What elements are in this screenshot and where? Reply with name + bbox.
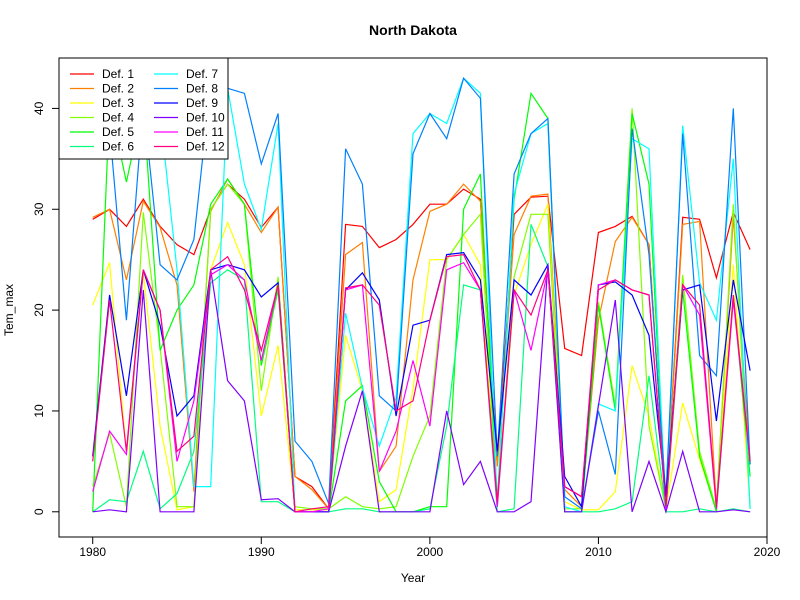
y-tick-label: 10 [32,404,46,418]
legend-label: Def. 3 [102,96,134,110]
legend-label: Def. 11 [186,125,224,139]
legend-label: Def. 4 [102,111,134,125]
x-tick-label: 1990 [248,545,275,559]
x-axis: 1980 1990 2000 2010 2020 [79,536,781,559]
y-axis: 0 10 20 30 40 [32,101,60,515]
x-tick-label: 1980 [79,545,106,559]
legend-label: Def. 9 [186,96,218,110]
y-tick-label: 30 [32,202,46,216]
series-line-def-8 [92,76,751,510]
y-tick-label: 0 [32,508,46,515]
legend-label: Def. 5 [102,125,134,139]
legend-label: Def. 8 [186,82,218,96]
series-line-def-7 [92,77,751,513]
x-tick-label: 2010 [585,545,612,559]
legend-box [58,57,229,160]
legend-label: Def. 12 [186,140,225,154]
legend-label: Def. 6 [102,140,134,154]
x-tick-label: 2000 [417,545,444,559]
series-line-def-10 [92,264,751,514]
x-axis-label: Year [401,571,425,585]
legend-label: Def. 2 [102,82,134,96]
y-tick-label: 40 [32,101,46,115]
legend-label: Def. 7 [186,67,218,81]
series-line-def-6 [92,224,751,513]
legend-label: Def. 1 [102,67,134,81]
series-line-def-5 [92,91,751,513]
legend-label: Def. 10 [186,111,225,125]
series-line-def-9 [92,251,751,513]
y-tick-label: 20 [32,303,46,317]
y-axis-label: Tem_max [2,284,16,336]
chart-title: North Dakota [369,22,457,38]
series-line-def-12 [92,253,751,513]
series-lines [92,76,751,514]
x-tick-label: 2020 [754,545,781,559]
